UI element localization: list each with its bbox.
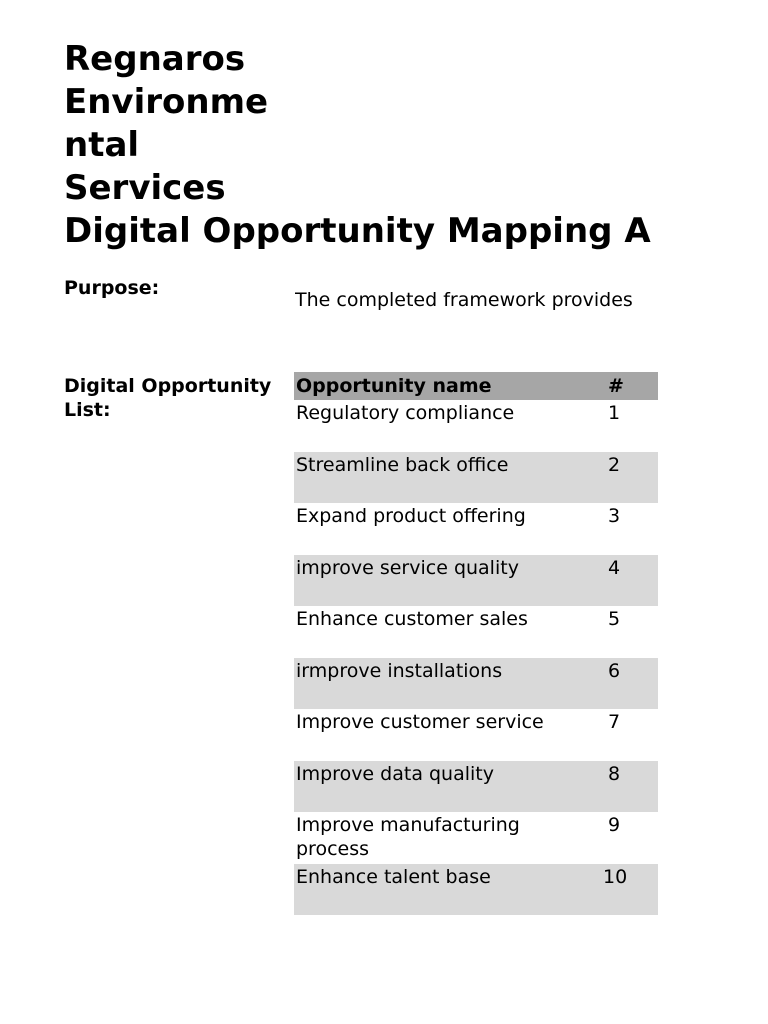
table-row: Improve customer service 7 bbox=[294, 709, 658, 761]
opportunity-name-cell: Streamline back office bbox=[296, 453, 509, 476]
opportunity-number-cell: 5 bbox=[608, 608, 621, 630]
opportunity-name-cell: Improve manufacturing process bbox=[296, 814, 520, 860]
title-line: Services bbox=[64, 168, 226, 208]
opportunity-number-cell: 6 bbox=[608, 659, 621, 682]
opportunity-name-cell: Regulatory compliance bbox=[296, 402, 515, 424]
opportunity-number-cell: 3 bbox=[608, 505, 621, 527]
header-number: # bbox=[608, 375, 624, 397]
opportunity-number-cell: 4 bbox=[608, 556, 621, 579]
table-row: Enhance talent base 10 bbox=[294, 863, 658, 915]
header-opportunity-name: Opportunity name bbox=[296, 375, 492, 397]
title-line: Digital Opportunity Mapping A bbox=[64, 211, 651, 251]
opportunity-list-label: Digital Opportunity List: bbox=[64, 375, 272, 421]
opportunity-name-cell: Enhance talent base bbox=[296, 865, 491, 888]
opportunity-number-cell: 7 bbox=[608, 711, 621, 733]
opportunity-name-cell: irmprove installations bbox=[296, 659, 503, 682]
table-row: Regulatory compliance 1 bbox=[294, 400, 658, 452]
opportunity-name-cell: Expand product offering bbox=[296, 505, 526, 527]
opportunity-number-cell: 2 bbox=[608, 453, 621, 476]
opportunity-number-cell: 10 bbox=[603, 865, 628, 888]
table-row: irmprove installations 6 bbox=[294, 657, 658, 709]
opportunity-name-cell: Improve customer service bbox=[296, 711, 544, 733]
title-line: ntal bbox=[64, 125, 140, 165]
table-header: Opportunity name # bbox=[294, 372, 658, 400]
opportunity-table: Opportunity name # Regulatory compliance… bbox=[294, 372, 658, 915]
purpose-text: The completed framework provides bbox=[295, 289, 633, 311]
purpose-label: Purpose: bbox=[64, 277, 160, 299]
document-title: Regnaros Environme ntal Services Digital… bbox=[64, 38, 658, 253]
opportunity-name-cell: improve service quality bbox=[296, 556, 519, 579]
table-row: improve service quality 4 bbox=[294, 554, 658, 606]
table-row: Improve data quality 8 bbox=[294, 760, 658, 812]
title-line: Environme bbox=[64, 82, 269, 122]
opportunity-name-cell: Enhance customer sales bbox=[296, 608, 528, 630]
opportunity-number-cell: 9 bbox=[608, 814, 621, 836]
opportunity-name-cell: Improve data quality bbox=[296, 762, 494, 785]
table-row: Streamline back office 2 bbox=[294, 451, 658, 503]
title-line: Regnaros bbox=[64, 39, 246, 79]
opportunity-number-cell: 1 bbox=[608, 402, 621, 424]
table-row: Enhance customer sales 5 bbox=[294, 606, 658, 658]
table-row: Expand product offering 3 bbox=[294, 503, 658, 555]
table-row: Improve manufacturing process 9 bbox=[294, 812, 658, 864]
opportunity-number-cell: 8 bbox=[608, 762, 621, 785]
